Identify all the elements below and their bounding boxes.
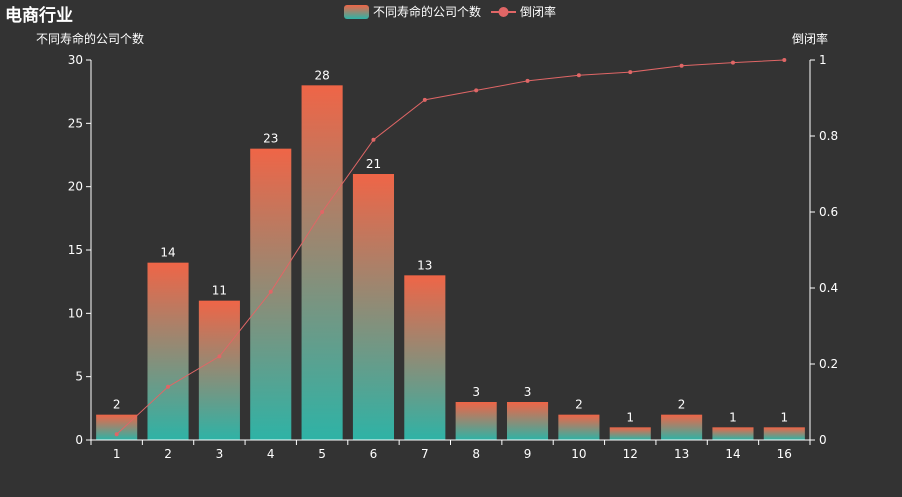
x-tick-label-2: 2	[164, 447, 172, 461]
bar-value-label-16: 1	[781, 410, 789, 424]
bar-value-label-5: 28	[314, 68, 329, 82]
bar-14[interactable]	[712, 427, 754, 440]
closure-rate-point-1[interactable]	[114, 432, 119, 437]
closure-rate-point-4[interactable]	[268, 289, 273, 294]
y-left-tick-label: 20	[68, 180, 83, 194]
bar-16[interactable]	[763, 427, 805, 440]
bar-value-label-1: 2	[113, 398, 121, 412]
closure-rate-point-7[interactable]	[422, 97, 427, 102]
closure-rate-point-16[interactable]	[782, 58, 787, 62]
x-tick-label-7: 7	[421, 447, 429, 461]
x-tick-label-6: 6	[370, 447, 378, 461]
x-tick-label-4: 4	[267, 447, 275, 461]
bar-value-label-4: 23	[263, 132, 278, 146]
y-axis-left-label: 不同寿命的公司个数	[36, 31, 144, 46]
closure-rate-line	[116, 59, 785, 435]
bar-value-label-10: 2	[575, 398, 583, 412]
x-tick-label-8: 8	[472, 447, 480, 461]
x-tick-label-13: 13	[674, 447, 689, 461]
x-tick-label-16: 16	[777, 447, 792, 461]
y-left-tick-label: 30	[68, 53, 83, 67]
y-axis-right-label: 倒闭率	[792, 31, 828, 46]
bar-value-label-7: 13	[417, 258, 432, 272]
bar-2[interactable]	[147, 262, 189, 440]
y-right-tick-label: 0	[819, 433, 827, 447]
x-tick-label-12: 12	[623, 447, 638, 461]
closure-rate-point-13[interactable]	[679, 63, 684, 68]
bar-series	[96, 85, 805, 440]
y-left-tick-label: 10	[68, 306, 83, 320]
bar-value-label-12: 1	[626, 410, 634, 424]
y-left-tick-label: 25	[68, 116, 83, 130]
bar-12[interactable]	[609, 427, 651, 440]
bar-3[interactable]	[198, 300, 240, 440]
chart-title: 电商行业	[5, 5, 73, 26]
closure-rate-point-3[interactable]	[217, 354, 222, 359]
y-right-tick-label: 1	[819, 53, 827, 67]
legend-line-marker[interactable]	[498, 7, 509, 17]
bar-7[interactable]	[404, 275, 446, 440]
bar-8[interactable]	[455, 402, 497, 440]
legend-bar-label[interactable]: 不同寿命的公司个数	[373, 4, 481, 19]
closure-rate-point-9[interactable]	[525, 78, 530, 83]
closure-rate-point-14[interactable]	[730, 60, 735, 65]
legend-bar-swatch[interactable]	[344, 5, 369, 19]
legend-line-label[interactable]: 倒闭率	[520, 4, 556, 19]
bar-value-label-2: 14	[160, 246, 175, 260]
x-tick-label-9: 9	[524, 447, 532, 461]
bar-value-label-14: 1	[729, 410, 737, 424]
x-tick-label-1: 1	[113, 447, 121, 461]
y-left-tick-label: 5	[75, 370, 83, 384]
line-series	[114, 58, 787, 437]
x-tick-label-3: 3	[216, 447, 224, 461]
y-right-tick-label: 0.8	[819, 129, 838, 143]
bar-value-label-8: 3	[472, 385, 480, 399]
bar-5[interactable]	[301, 85, 343, 440]
bar-6[interactable]	[352, 174, 395, 440]
y-right-tick-label: 0.6	[819, 205, 838, 219]
closure-rate-point-8[interactable]	[474, 88, 479, 93]
closure-rate-point-6[interactable]	[371, 137, 376, 142]
closure-rate-point-5[interactable]	[320, 210, 325, 214]
y-right-tick-label: 0.2	[819, 357, 838, 371]
x-tick-label-5: 5	[318, 447, 326, 461]
x-tick-label-10: 10	[571, 447, 586, 461]
bar-value-label-3: 11	[212, 284, 227, 298]
bar-value-label-6: 21	[366, 157, 381, 171]
closure-rate-point-2[interactable]	[166, 384, 171, 389]
y-right-tick-label: 0.4	[819, 281, 838, 295]
bar-10[interactable]	[558, 414, 600, 440]
closure-rate-point-10[interactable]	[576, 73, 581, 78]
x-tick-label-14: 14	[725, 447, 740, 461]
bar-9[interactable]	[506, 402, 549, 440]
bar-13[interactable]	[661, 414, 703, 440]
legend[interactable]: 不同寿命的公司个数 倒闭率	[344, 4, 556, 19]
y-left-tick-label: 15	[68, 243, 83, 257]
bar-value-label-13: 2	[678, 398, 686, 412]
closure-rate-point-12[interactable]	[628, 70, 633, 75]
bar-value-label-9: 3	[524, 385, 532, 399]
y-left-tick-label: 0	[75, 433, 83, 447]
bar-4[interactable]	[250, 148, 292, 440]
